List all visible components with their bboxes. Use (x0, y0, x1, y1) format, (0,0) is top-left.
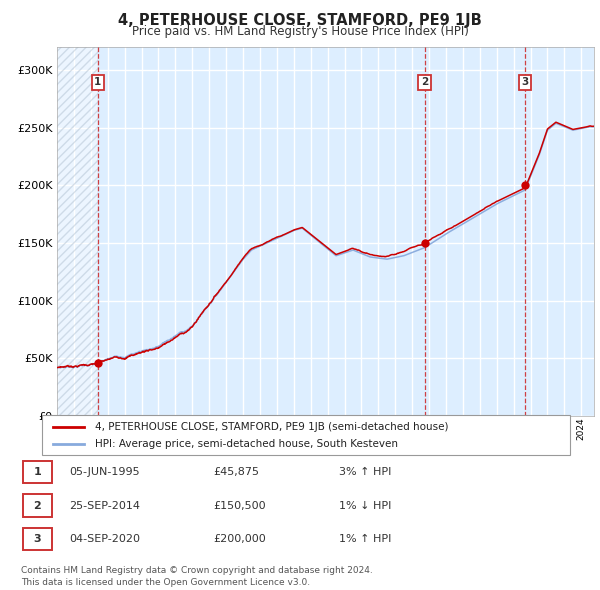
Text: HPI: Average price, semi-detached house, South Kesteven: HPI: Average price, semi-detached house,… (95, 439, 398, 449)
Text: 1: 1 (34, 467, 41, 477)
Text: 25-SEP-2014: 25-SEP-2014 (69, 501, 140, 510)
Text: £200,000: £200,000 (213, 535, 266, 544)
Text: 1% ↓ HPI: 1% ↓ HPI (339, 501, 391, 510)
Text: Contains HM Land Registry data © Crown copyright and database right 2024.
This d: Contains HM Land Registry data © Crown c… (21, 566, 373, 587)
Text: 4, PETERHOUSE CLOSE, STAMFORD, PE9 1JB (semi-detached house): 4, PETERHOUSE CLOSE, STAMFORD, PE9 1JB (… (95, 422, 448, 432)
Text: 04-SEP-2020: 04-SEP-2020 (69, 535, 140, 544)
Text: 1% ↑ HPI: 1% ↑ HPI (339, 535, 391, 544)
Bar (57, 47, 98, 416)
Text: 2: 2 (34, 501, 41, 510)
Text: 3: 3 (521, 77, 529, 87)
Text: 1: 1 (94, 77, 101, 87)
Text: 3% ↑ HPI: 3% ↑ HPI (339, 467, 391, 477)
Text: 4, PETERHOUSE CLOSE, STAMFORD, PE9 1JB: 4, PETERHOUSE CLOSE, STAMFORD, PE9 1JB (118, 13, 482, 28)
Text: £150,500: £150,500 (213, 501, 266, 510)
Text: 2: 2 (421, 77, 428, 87)
Text: Price paid vs. HM Land Registry's House Price Index (HPI): Price paid vs. HM Land Registry's House … (131, 25, 469, 38)
Text: 3: 3 (34, 535, 41, 544)
Text: 05-JUN-1995: 05-JUN-1995 (69, 467, 140, 477)
Text: £45,875: £45,875 (213, 467, 259, 477)
